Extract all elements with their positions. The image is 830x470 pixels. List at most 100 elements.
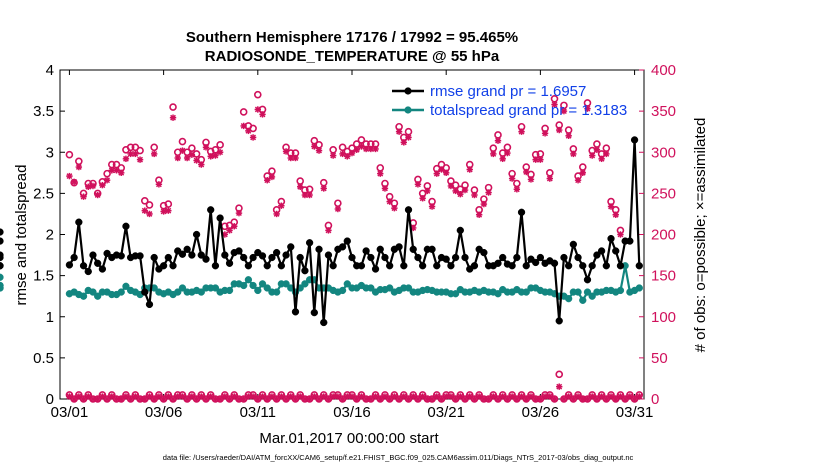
- obs-assimilated-stroke: [400, 139, 407, 146]
- obs-assimilated-stroke: [480, 201, 487, 207]
- obs-assimilated-stroke: [495, 137, 501, 144]
- obs-assimilated-marker: [150, 150, 158, 158]
- obs-assimilated-stroke: [269, 393, 275, 400]
- obs-assimilated-stroke: [339, 150, 346, 157]
- rmse-point: [612, 247, 620, 255]
- obs-assimilated-marker: [584, 395, 591, 403]
- obs-assimilated-stroke: [231, 393, 238, 400]
- obs-assimilated-marker: [588, 393, 596, 400]
- obs-assimilated-stroke: [240, 122, 247, 129]
- obs-assimilated-stroke: [603, 150, 610, 157]
- obs-assimilated-stroke: [94, 192, 101, 198]
- obs-assimilated-marker: [588, 152, 596, 159]
- rmse-point: [367, 253, 375, 262]
- rmse-point: [216, 214, 224, 222]
- obs-assimilated-stroke: [443, 393, 450, 400]
- obs-assimilated-stroke: [66, 173, 73, 180]
- obs-assimilated-marker: [560, 107, 568, 115]
- totalspread-point: [79, 292, 88, 300]
- obs-assimilated-stroke: [90, 183, 96, 189]
- obs-assimilated-marker: [391, 204, 398, 212]
- obs-assimilated-marker: [231, 223, 238, 230]
- obs-assimilated-marker: [386, 198, 393, 205]
- rmse-point: [329, 262, 337, 270]
- obs-assimilated-marker: [377, 395, 384, 403]
- obs-assimilated-stroke: [344, 393, 351, 400]
- obs-assimilated-stroke: [330, 152, 337, 159]
- rmse-point: [159, 262, 168, 270]
- obs-assimilated-stroke: [457, 393, 464, 400]
- totalspread-point: [574, 288, 582, 296]
- obs-assimilated-marker: [273, 210, 280, 218]
- rmse-point: [348, 253, 356, 262]
- obs-assimilated-marker: [273, 395, 280, 403]
- obs-possible-marker: [164, 200, 173, 208]
- obs-assimilated-marker: [103, 395, 111, 403]
- obs-assimilated-marker: [155, 181, 163, 188]
- obs-assimilated-marker: [334, 205, 342, 213]
- rmse-point: [602, 262, 610, 270]
- obs-possible-marker: [338, 143, 347, 152]
- obs-possible-marker: [602, 144, 611, 152]
- obs-assimilated-marker: [278, 202, 285, 209]
- rmse-point: [414, 253, 422, 262]
- obs-possible-marker: [494, 131, 502, 139]
- obs-assimilated-stroke: [75, 393, 82, 400]
- x-tick-label: 03/16: [333, 404, 371, 421]
- obs-assimilated-stroke: [320, 185, 327, 192]
- obs-assimilated-marker: [165, 393, 172, 400]
- obs-assimilated-marker: [527, 393, 535, 400]
- obs-assimilated-marker: [419, 195, 426, 202]
- obs-assimilated-marker: [508, 393, 516, 400]
- obs-assimilated-stroke: [367, 396, 374, 402]
- obs-assimilated-marker: [141, 207, 148, 214]
- rmse-point: [268, 253, 276, 262]
- obs-assimilated-stroke: [292, 155, 299, 161]
- obs-assimilated-stroke: [287, 393, 294, 400]
- rmse-point: [607, 234, 615, 243]
- rmse-point: [470, 262, 479, 270]
- rmse-point: [65, 261, 74, 269]
- obs-assimilated-marker: [306, 395, 313, 403]
- totalspread-point: [178, 284, 187, 292]
- rmse-point: [235, 247, 243, 255]
- obs-assimilated-marker: [452, 395, 459, 403]
- obs-assimilated-stroke: [636, 393, 643, 400]
- obs-assimilated-marker: [494, 137, 502, 144]
- obs-assimilated-stroke: [391, 393, 398, 400]
- obs-assimilated-marker: [358, 143, 365, 150]
- rmse-point: [287, 243, 295, 251]
- y-tick-label: 1: [46, 309, 54, 326]
- obs-possible-marker: [150, 143, 158, 152]
- obs-assimilated-stroke: [537, 396, 544, 402]
- y-right-tick-label: 250: [651, 185, 676, 202]
- legend-spread-marker: [404, 106, 412, 114]
- obs-assimilated-marker: [372, 393, 379, 400]
- rmse-point: [207, 206, 215, 214]
- obs-assimilated-marker: [188, 393, 196, 400]
- obs-possible-marker: [239, 108, 248, 116]
- obs-assimilated-marker: [518, 128, 525, 135]
- obs-assimilated-marker: [490, 393, 497, 400]
- obs-assimilated-stroke: [188, 151, 195, 158]
- rmse-point: [183, 245, 191, 253]
- rmse-point: [569, 240, 578, 249]
- totalspread-point: [89, 288, 97, 296]
- obs-assimilated-marker: [603, 150, 610, 158]
- obs-assimilated-marker: [584, 105, 591, 112]
- rmse-point: [188, 251, 196, 259]
- obs-assimilated-stroke: [165, 207, 172, 214]
- legend-rmse-marker: [404, 87, 412, 95]
- obs-assimilated-marker: [226, 227, 233, 234]
- axes-box: [59, 69, 645, 400]
- obs-assimilated-marker: [193, 157, 200, 164]
- x-tick-label: 03/06: [145, 404, 183, 421]
- rmse-point: [404, 206, 413, 214]
- obs-assimilated-stroke: [476, 211, 483, 218]
- obs-assimilated-stroke: [325, 227, 332, 234]
- obs-assimilated-stroke: [617, 393, 624, 400]
- rmse-point: [136, 252, 144, 260]
- obs-assimilated-stroke: [188, 393, 195, 400]
- obs-assimilated-marker: [579, 169, 586, 177]
- obs-assimilated-marker: [146, 393, 153, 400]
